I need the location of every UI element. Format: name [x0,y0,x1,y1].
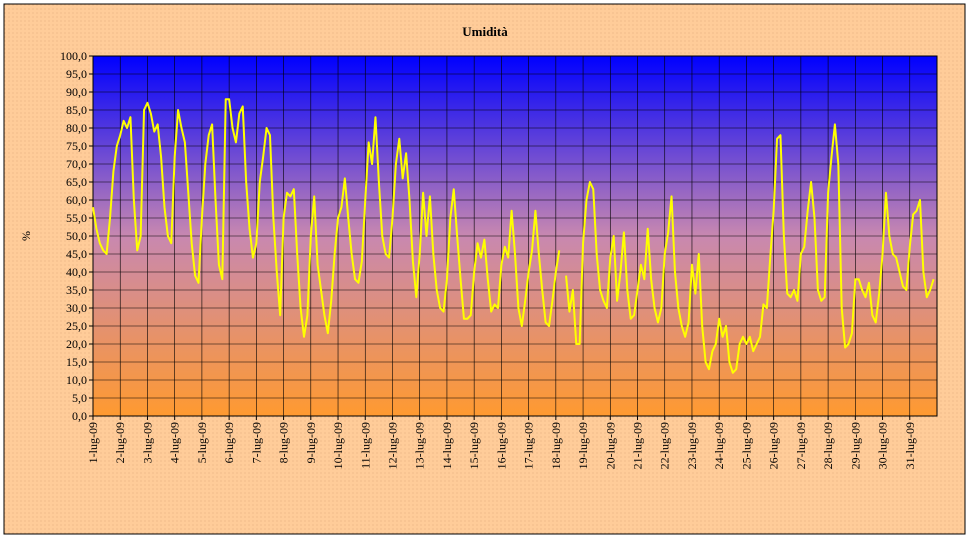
y-tick-label: 45,0 [66,247,87,261]
x-tick-label: 19-lug-09 [576,422,590,469]
x-tick-label: 17-lug-09 [522,422,536,469]
y-tick-label: 60,0 [66,193,87,207]
x-tick-label: 18-lug-09 [549,422,563,469]
y-tick-label: 55,0 [66,211,87,225]
x-tick-label: 22-lug-09 [658,422,672,469]
data-line [92,98,935,374]
grid [89,55,938,420]
y-tick-label: 70,0 [66,157,87,171]
x-tick-label: 7-lug-09 [249,422,263,463]
y-tick-label: 25,0 [66,319,87,333]
x-tick-label: 20-lug-09 [603,422,617,469]
x-tick-label: 26-lug-09 [767,422,781,469]
x-tick-label: 5-lug-09 [195,422,209,463]
y-tick-label: 95,0 [66,67,87,81]
y-tick-label: 50,0 [66,229,87,243]
plot-border [92,55,938,417]
x-tick-label: 8-lug-09 [277,422,291,463]
x-tick-label: 11-lug-09 [358,422,372,469]
x-tick-label: 29-lug-09 [848,422,862,469]
y-tick-label: 100,0 [60,49,87,63]
y-tick-label: 90,0 [66,85,87,99]
x-tick-label: 3-lug-09 [140,422,154,463]
x-tick-label: 24-lug-09 [712,422,726,469]
y-tick-label: 20,0 [66,337,87,351]
labels: 0,0 5,0 10,0 15,0 20,0 25,0 30,0 35,0 40,0 45,0 50… [60,49,917,469]
x-tick-label: 16-lug-09 [494,422,508,469]
x-tick-label: 10-lug-09 [331,422,345,469]
x-tick-label: 15-lug-09 [467,422,481,469]
y-tick-label: 65,0 [66,175,87,189]
y-tick-label: 75,0 [66,139,87,153]
y-tick-label: 30,0 [66,301,87,315]
y-tick-label: 80,0 [66,121,87,135]
x-tick-label: 9-lug-09 [304,422,318,463]
x-tick-label: 31-lug-09 [903,422,917,469]
x-tick-label: 28-lug-09 [821,422,835,469]
x-tick-label: 27-lug-09 [794,422,808,469]
x-tick-label: 25-lug-09 [739,422,753,469]
y-tick-label: 5,0 [72,391,87,405]
marks [92,98,935,374]
x-tick-label: 23-lug-09 [685,422,699,469]
y-axis-label: % [19,231,33,241]
x-tick-label: 13-lug-09 [413,422,427,469]
y-tick-label: 85,0 [66,103,87,117]
x-tick-label: 4-lug-09 [168,422,182,463]
x-tick-label: 30-lug-09 [876,422,890,469]
x-tick-label: 2-lug-09 [113,422,127,463]
x-tick-label: 12-lug-09 [385,422,399,469]
x-tick-label: 1-lug-09 [86,422,100,463]
y-tick-label: 10,0 [66,373,87,387]
x-tick-label: 14-lug-09 [440,422,454,469]
y-tick-label: 35,0 [66,283,87,297]
y-tick-label: 15,0 [66,355,87,369]
chart-title: Umidità [462,24,508,39]
x-tick-label: 21-lug-09 [631,422,645,469]
x-tick-label: 6-lug-09 [222,422,236,463]
y-tick-label: 0,0 [72,409,87,423]
y-tick-label: 40,0 [66,265,87,279]
